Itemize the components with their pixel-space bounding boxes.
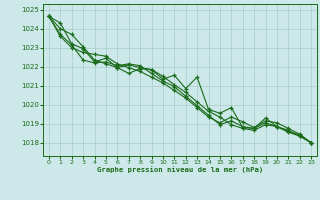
X-axis label: Graphe pression niveau de la mer (hPa): Graphe pression niveau de la mer (hPa) [97,167,263,173]
